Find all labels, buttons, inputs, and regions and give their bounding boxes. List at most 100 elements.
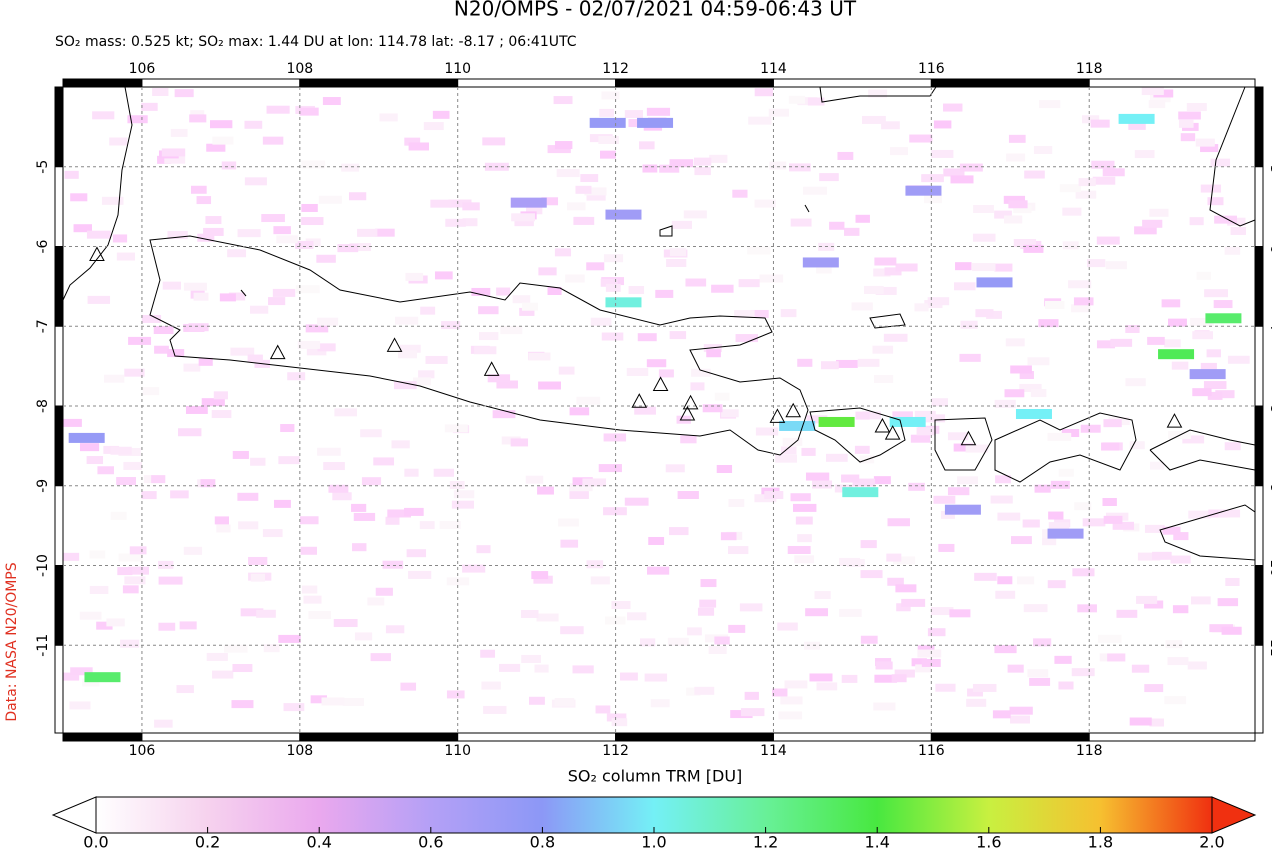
noise-pixel — [1131, 664, 1150, 673]
noise-pixel — [639, 141, 655, 150]
volcano — [483, 361, 500, 376]
noise-pixel — [462, 202, 480, 211]
noise-pixel — [687, 627, 702, 636]
noise-pixel — [917, 645, 935, 654]
noise-pixel — [196, 196, 212, 205]
noise-pixel — [206, 652, 228, 661]
colorbar-tick-label: 0.6 — [418, 833, 443, 852]
subtitle: SO₂ mass: 0.525 kt; SO₂ max: 1.44 DU at … — [55, 34, 577, 50]
noise-pixel — [955, 262, 972, 271]
noise-pixel — [659, 164, 680, 173]
noise-pixel — [1225, 577, 1240, 586]
noise-pixel — [886, 553, 902, 562]
noise-pixel — [200, 479, 216, 488]
noise-pixel — [393, 381, 417, 390]
noise-pixel — [104, 374, 125, 383]
noise-pixel — [373, 457, 395, 466]
noise-pixel — [797, 534, 812, 543]
noise-pixel — [1164, 696, 1187, 705]
frame-bar — [299, 78, 459, 88]
so2-pixel — [842, 487, 879, 498]
noise-pixel — [395, 316, 419, 325]
x-tick-label: 110 — [444, 743, 471, 759]
frame-bar — [54, 246, 64, 327]
noise-pixel — [714, 392, 730, 401]
volcano — [652, 376, 669, 391]
noise-pixel — [896, 603, 911, 612]
noise-pixel — [650, 699, 670, 708]
colorbar-tick-label: 0.4 — [306, 833, 331, 852]
noise-pixel — [496, 380, 518, 389]
noise-pixel — [423, 122, 444, 131]
colorbar-under — [51, 796, 97, 834]
noise-pixel — [413, 377, 431, 386]
noise-pixel — [554, 248, 572, 257]
noise-pixel — [787, 545, 811, 554]
noise-pixel — [820, 361, 839, 370]
noise-pixel — [1200, 144, 1219, 153]
noise-pixel — [197, 233, 215, 242]
noise-pixel — [496, 287, 511, 296]
y-tick-label: -11 — [35, 634, 51, 657]
noise-pixel — [1042, 537, 1057, 546]
noise-pixel — [573, 216, 595, 225]
noise-pixel — [250, 573, 265, 582]
noise-pixel — [1190, 317, 1214, 326]
noise-pixel — [875, 286, 897, 295]
noise-pixel — [914, 303, 929, 312]
noise-pixel — [994, 263, 1013, 272]
noise-pixel — [855, 411, 870, 420]
so2-pixel — [976, 277, 1013, 288]
frame-bar — [1254, 166, 1264, 248]
noise-pixel — [318, 195, 342, 204]
noise-pixel — [1004, 389, 1025, 398]
noise-pixel — [669, 248, 687, 257]
so2-pixel — [1118, 113, 1155, 124]
noise-pixel — [1161, 299, 1181, 308]
noise-pixel — [694, 157, 712, 166]
noise-pixel — [1203, 381, 1227, 390]
coast-java — [149, 235, 809, 456]
noise-pixel — [300, 546, 317, 555]
x-tick-label: 116 — [918, 61, 945, 77]
noise-pixel — [317, 343, 336, 352]
noise-pixel — [874, 257, 897, 266]
frame-bar — [772, 732, 932, 742]
noise-pixel — [167, 349, 185, 358]
so2-pixel — [1189, 369, 1226, 380]
noise-pixel — [201, 398, 225, 407]
noise-pixel — [1187, 661, 1207, 670]
noise-pixel — [894, 669, 915, 678]
noise-pixel — [385, 516, 400, 525]
noise-pixel — [565, 274, 585, 283]
coast-islands — [240, 204, 906, 329]
noise-pixel — [1082, 115, 1100, 124]
noise-pixel — [244, 177, 267, 186]
noise-pixel — [735, 334, 758, 343]
noise-pixel — [1075, 190, 1097, 199]
frame-bar — [62, 732, 143, 742]
y-tick-label: -8 — [35, 399, 51, 413]
noise-pixel — [375, 228, 395, 237]
noise-pixel — [1022, 519, 1040, 528]
noise-pixel — [167, 230, 188, 239]
noise-pixel — [127, 115, 148, 124]
x-tick-label: 108 — [286, 61, 313, 77]
noise-pixel — [860, 570, 883, 579]
noise-pixel — [79, 443, 100, 452]
noise-pixel — [646, 107, 671, 116]
frame-bar — [930, 78, 1090, 88]
noise-pixel — [829, 221, 845, 230]
noise-pixel — [739, 603, 763, 612]
noise-pixel — [250, 305, 269, 314]
noise-pixel — [283, 703, 305, 712]
noise-pixel — [86, 456, 104, 465]
noise-pixel — [1009, 706, 1033, 715]
noise-pixel — [536, 613, 559, 622]
noise-pixel — [263, 644, 280, 653]
noise-pixel — [910, 434, 931, 443]
noise-pixel — [332, 492, 352, 501]
frame-bar — [299, 732, 459, 742]
y-tick-label: -5 — [1267, 160, 1272, 174]
noise-pixel — [1207, 197, 1224, 206]
